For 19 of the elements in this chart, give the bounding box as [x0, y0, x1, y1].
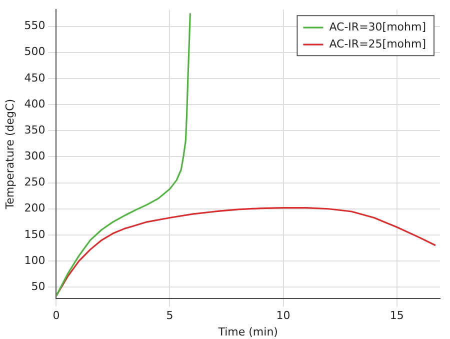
- y-tick-label: 200: [24, 202, 46, 215]
- legend-label: AC-IR=25[mohm]: [329, 37, 426, 50]
- y-tick-label: 500: [24, 45, 46, 58]
- x-axis-title: Time (min): [217, 325, 278, 338]
- y-tick-label: 450: [24, 71, 46, 84]
- y-tick-label: 50: [31, 280, 46, 293]
- y-tick-label: 400: [24, 97, 46, 110]
- x-tick-label: 10: [276, 309, 290, 322]
- y-tick-label: 300: [24, 150, 46, 163]
- y-tick-label: 100: [24, 254, 46, 267]
- x-tick-label: 0: [52, 309, 60, 322]
- y-tick-label: 550: [24, 19, 46, 32]
- y-tick-label: 350: [24, 123, 46, 136]
- y-tick-label: 150: [24, 228, 46, 241]
- y-axis-title: Temperature (degC): [3, 99, 16, 210]
- x-tick-label: 15: [390, 309, 404, 322]
- y-tick-label: 250: [24, 176, 46, 189]
- x-tick-label: 5: [166, 309, 174, 322]
- legend-label: AC-IR=30[mohm]: [329, 20, 426, 34]
